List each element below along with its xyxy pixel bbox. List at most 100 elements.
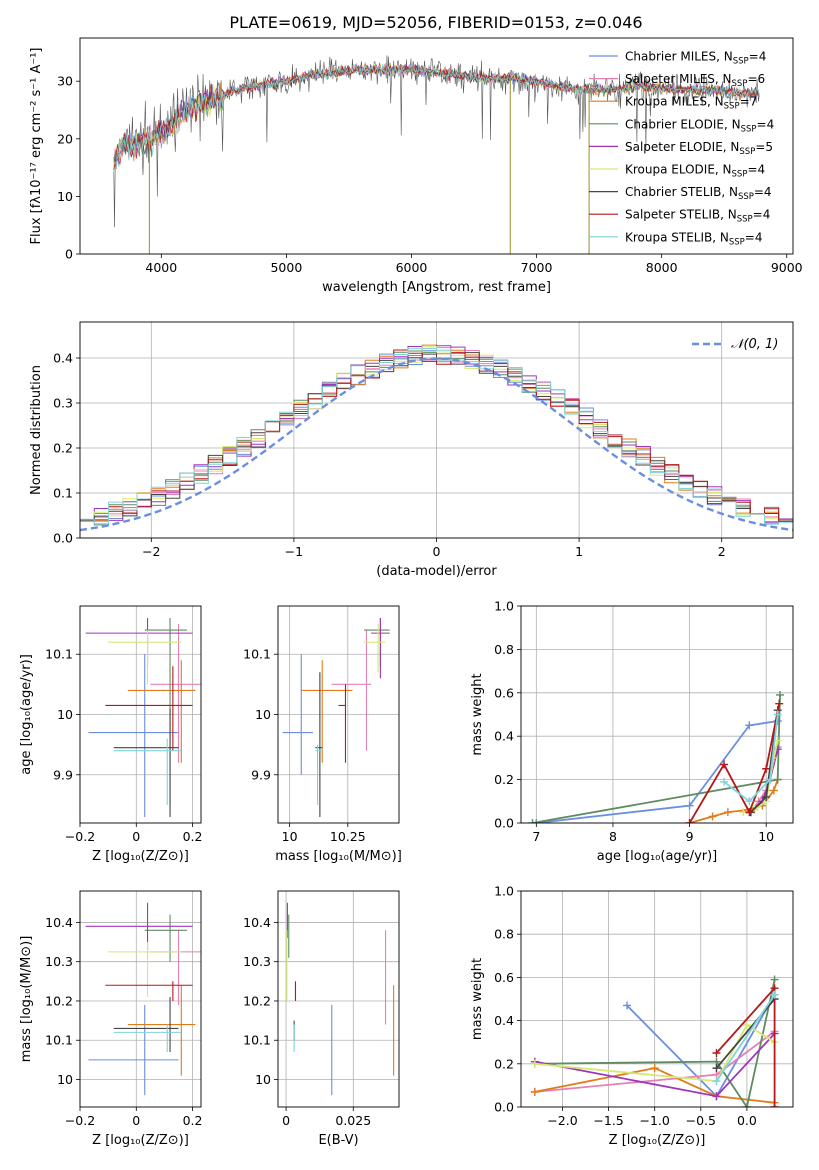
weight-marker (723, 808, 732, 817)
weight-marker (745, 721, 754, 730)
y-tick-label: 10 (57, 189, 73, 204)
weight-marker (712, 1049, 721, 1057)
weight-marker (708, 812, 717, 821)
axes-frame (79, 890, 202, 1108)
x-tick-label: −2.0 (547, 1113, 577, 1128)
gaussian-curve (80, 357, 793, 532)
plot-area (80, 344, 793, 532)
x-tick-label: 9000 (771, 260, 803, 275)
x-tick-label: 6000 (396, 260, 428, 275)
y-tick-label: 10.1 (45, 1033, 73, 1048)
x-tick-label: 0.0 (737, 1113, 757, 1128)
grid (278, 606, 399, 823)
legend-label: Kroupa MILES, NSSP=7 (625, 95, 757, 112)
x-tick-label: 10.25 (330, 829, 366, 844)
x-tick-label: 0 (282, 1113, 290, 1128)
x-tick-label: 0 (132, 829, 140, 844)
plot-area (530, 975, 779, 1107)
y-axis-label: age [log₁₀(age/yr)] (19, 654, 34, 775)
y-tick-label: 1.0 (494, 884, 514, 899)
x-axis-label: Z [log₁₀(Z/Z⊙)] (609, 1133, 706, 1148)
legend: Chabrier MILES, NSSP=4 Salpeter MILES, NS… (589, 50, 774, 247)
legend-label: Kroupa ELODIE, NSSP=4 (625, 163, 765, 180)
weight-marker (712, 1064, 721, 1073)
plot-area (282, 618, 390, 817)
weight-marker (528, 819, 537, 823)
weight-marker (773, 775, 782, 784)
x-tick-label: 8000 (646, 260, 678, 275)
weight-line-chabrier-elodie (532, 694, 781, 823)
y-tick-label: 10 (255, 707, 271, 722)
grid (521, 605, 793, 824)
y-tick-label: 9.9 (53, 767, 73, 782)
y-tick-label: 10 (255, 1072, 271, 1087)
x-axis-label: age [log₁₀(age/yr)] (597, 849, 718, 864)
legend-label: 𝒩(0, 1) (731, 337, 778, 352)
weight-marker (770, 990, 779, 999)
weight-marker (530, 1087, 539, 1096)
x-tick-label: 0 (132, 1113, 140, 1128)
y-tick-label: 1.0 (494, 599, 514, 614)
panel-residuals: −2 −1 0 1 2 0.0 0.1 0.2 0.3 0.4 (data-model)/error… (29, 321, 794, 579)
y-tick-label: 0.1 (53, 486, 73, 501)
weight-marker (530, 1059, 539, 1068)
weight-line-kroupa-stelib (715, 994, 776, 1082)
weight-line-kroupa-miles (534, 1067, 775, 1104)
weight-line-chabrier-elodie (534, 979, 776, 1107)
y-tick-label: 10.1 (243, 1033, 271, 1048)
weight-line-kroupa-stelib (723, 714, 779, 803)
weight-marker (745, 797, 754, 806)
x-tick-label: 10 (282, 829, 298, 844)
y-axis-label: Normed distribution (29, 365, 44, 495)
x-tick-label: 5000 (270, 260, 302, 275)
x-tick-label: −1.5 (593, 1113, 623, 1128)
legend-label: Chabrier ELODIE, NSSP=4 (625, 117, 774, 134)
weight-marker (712, 1077, 721, 1086)
x-tick-label: 7000 (521, 260, 553, 275)
x-tick-label: 1 (575, 544, 583, 559)
panel-weight-age: 7 8 9 10 0.0 0.2 0.4 0.6 0.8 1.0 age [log₁₀(age/yr… (470, 599, 794, 864)
histogram-kroupa-stelib (80, 348, 793, 525)
y-tick-label: 0.2 (53, 441, 73, 456)
weight-marker (770, 1103, 779, 1107)
panel-spectrum: 4000 5000 6000 7000 8000 9000 0 10 20 30 wavelengt… (29, 37, 803, 295)
weight-marker (762, 792, 771, 801)
model-spectrum-salpeter-stelib (113, 63, 760, 171)
weight-marker (769, 786, 778, 795)
y-axis-label: mass weight (470, 673, 485, 755)
y-tick-label: 30 (57, 74, 73, 89)
plot-area (85, 618, 201, 817)
weight-marker (762, 764, 771, 773)
axes-frame (79, 37, 794, 255)
y-tick-label: 9.9 (251, 767, 271, 782)
y-tick-label: 10.3 (243, 954, 271, 969)
axes-frame (520, 605, 794, 824)
y-tick-label: 0.8 (494, 642, 514, 657)
y-tick-label: 0 (65, 247, 73, 262)
y-tick-label: 20 (57, 131, 73, 146)
model-spectrum-kroupa-elodie (113, 63, 760, 166)
weight-line-chabrier-miles (536, 720, 778, 823)
y-axis-label: Flux [fλ10⁻¹⁷ erg cm⁻² s⁻¹ A⁻¹] (29, 48, 44, 245)
x-axis-label: mass [log₁₀(M/M⊙)] (275, 849, 402, 864)
x-tick-label: −0.2 (65, 1113, 95, 1128)
legend-label: Salpeter ELODIE, NSSP=5 (625, 140, 773, 157)
weight-marker (742, 1103, 751, 1107)
x-tick-label: 4000 (145, 260, 177, 275)
grid (79, 606, 201, 823)
weight-line-kroupa-elodie (534, 1023, 776, 1083)
x-axis-label: E(B-V) (318, 1133, 358, 1148)
x-tick-label: −0.2 (65, 829, 95, 844)
weight-marker (766, 775, 775, 784)
axes-frame (79, 605, 202, 824)
x-tick-label: −1 (285, 544, 303, 559)
histogram-salpeter-stelib (80, 349, 793, 523)
weight-marker (650, 1064, 659, 1073)
y-tick-label: 0.4 (494, 1013, 514, 1028)
y-tick-label: 10 (57, 707, 73, 722)
y-tick-label: 10.3 (45, 954, 73, 969)
histogram-salpeter-elodie (80, 345, 793, 524)
plot-area (113, 55, 760, 254)
x-tick-label: 8 (609, 829, 617, 844)
